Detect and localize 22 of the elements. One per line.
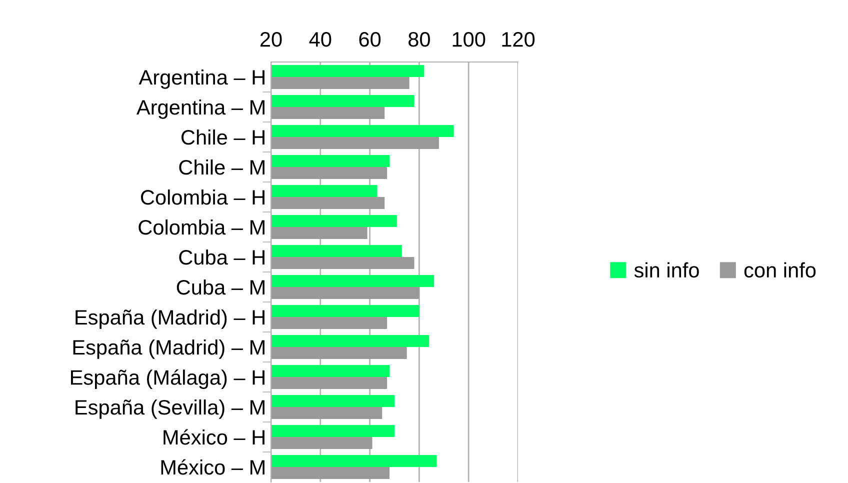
x-tick-label: 100: [452, 32, 486, 47]
y-tick-label: España (Madrid) – M: [73, 339, 264, 359]
y-tick-label: España (Málaga) – H: [71, 369, 264, 389]
y-tick-label: Cuba – H: [179, 249, 264, 265]
y-tick-label: España (Sevilla) – M: [76, 399, 264, 419]
y-tick-label: México – M: [161, 459, 264, 475]
x-tick-label: 40: [309, 32, 332, 47]
y-tick-label: Argentina – H: [138, 69, 264, 89]
y-tick-label: Chile – H: [182, 129, 264, 145]
y-tick-label: Argentina – M: [136, 99, 264, 119]
x-tick-label: 60: [359, 32, 381, 47]
y-tick-label: Colombia – M: [138, 219, 264, 235]
y-tick-label: Cuba – M: [176, 279, 264, 295]
legend-label: con info: [744, 262, 816, 278]
y-tick-label: España (Madrid) – H: [76, 309, 264, 329]
y-tick-label: Chile – M: [179, 159, 264, 175]
x-tick-label: 120: [502, 32, 535, 47]
legend-label: sin info: [634, 262, 699, 278]
y-tick-label: Colombia – H: [140, 189, 264, 205]
x-tick-label: 80: [408, 32, 430, 47]
x-tick-label: 20: [260, 32, 282, 47]
y-tick-label: México – H: [164, 429, 264, 445]
